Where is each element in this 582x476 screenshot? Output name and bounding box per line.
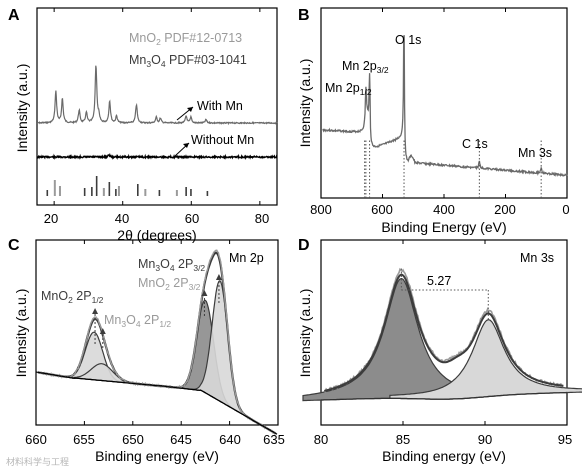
survey-spectrum-line (322, 35, 568, 178)
peak-arrow-head (92, 308, 99, 314)
mn3s-fit-envelope (324, 273, 564, 392)
panel-a: A 20 40 60 80 2θ (degrees) Intensity (a.… (8, 7, 278, 243)
panel-a-xlabel: 2θ (degrees) (117, 227, 196, 243)
panel-a-xtick-label: 60 (185, 211, 199, 226)
watermark: 材料科学与工程 (6, 458, 70, 468)
panel-b-frame (320, 7, 568, 199)
label-mn3o4-2p32: Mn3O4 2P3/2 (138, 257, 205, 273)
panel-d-letter: D (298, 237, 310, 254)
panel-a-xtick-label: 40 (115, 211, 129, 226)
panel-c-plot (35, 249, 278, 436)
xrd-with-mn-line (36, 65, 278, 126)
label-mn3s: Mn 3s (518, 146, 552, 160)
panel-b-xtick-label: 800 (310, 202, 332, 217)
arrowhead-without-mn (183, 143, 189, 148)
panel-d-ylabel: Intensity (a.u.) (297, 289, 313, 378)
panel-c-xtick-label: 650 (122, 432, 144, 447)
label-with-mn: With Mn (197, 99, 243, 113)
mn3s-baseline (321, 391, 568, 401)
panel-c-title: Mn 2p (229, 251, 264, 265)
label-mn3o4-2p12: Mn3O4 2P1/2 (104, 313, 171, 329)
panel-b-xlabel: Binding Energy (eV) (381, 219, 506, 235)
panel-b: B 800 600 400 200 0 Binding Energy (eV) … (297, 7, 570, 235)
label-o1s: O 1s (395, 33, 421, 47)
panel-d-xtick-label: 80 (314, 432, 328, 447)
panel-a-plot (36, 65, 278, 196)
panel-d: D 80 85 90 95 Binding energy (eV) Intens… (297, 237, 582, 464)
panel-a-xtick-label: 80 (255, 211, 269, 226)
panel-b-xticks (320, 8, 568, 198)
label-c1s: C 1s (462, 137, 488, 151)
panel-c: C 660 655 650 645 640 635 Binding energy… (8, 237, 285, 464)
peak-arrow-head (99, 328, 106, 334)
panel-a-xtick-label: 20 (44, 211, 58, 226)
mn2p-baseline (35, 371, 278, 435)
peak-arrow-head (215, 274, 222, 280)
panel-b-letter: B (298, 7, 310, 24)
panel-b-plot (322, 35, 568, 198)
arrowhead-with-mn (187, 107, 193, 112)
panel-c-frame (35, 239, 279, 426)
panel-d-xticks (320, 240, 568, 425)
label-mno2-2p12: MnO2 2P1/2 (41, 289, 104, 305)
peak-arrow-head (201, 290, 208, 296)
panel-c-xticks (35, 240, 279, 425)
panel-a-frame (36, 7, 278, 206)
panel-c-xtick-label: 640 (219, 432, 241, 447)
panel-a-ylabel: Intensity (a.u.) (14, 64, 30, 153)
panel-c-xtick-label: 660 (25, 432, 47, 447)
label-mn-2p32: Mn 2p3/2 (342, 59, 389, 75)
panel-c-xlabel: Binding energy (eV) (95, 448, 219, 464)
panel-d-title: Mn 3s (520, 251, 554, 265)
panel-d-frame (320, 239, 568, 426)
panel-d-xtick-label: 85 (396, 432, 410, 447)
panel-c-xtick-label: 655 (73, 432, 95, 447)
label-without-mn: Without Mn (191, 133, 254, 147)
panel-b-xtick-label: 200 (494, 202, 516, 217)
panel-d-plot (302, 267, 582, 402)
label-mno2-2p32: MnO2 2P3/2 (138, 276, 201, 292)
legend-mn3o4: Mn3O4 PDF#03-1041 (129, 53, 247, 69)
xrd-without-mn-line (36, 152, 278, 161)
panel-c-letter: C (8, 237, 20, 254)
panel-b-ylabel: Intensity (a.u.) (297, 59, 313, 148)
panel-b-xtick-label: 400 (433, 202, 455, 217)
panel-d-xtick-label: 95 (558, 432, 572, 447)
panel-a-xticks (53, 8, 261, 205)
panel-b-xtick-label: 0 (562, 202, 569, 217)
panel-c-xtick-label: 635 (263, 432, 285, 447)
panel-c-xtick-label: 645 (170, 432, 192, 447)
panel-d-xtick-label: 90 (478, 432, 492, 447)
panel-a-letter: A (8, 7, 20, 24)
peak-separation-label: 5.27 (427, 274, 451, 288)
mn2p-fit-component (181, 280, 259, 425)
panel-c-ylabel: Intensity (a.u.) (13, 289, 29, 378)
legend-mno2: MnO2 PDF#12-0713 (129, 31, 242, 47)
panel-d-xlabel: Binding energy (eV) (382, 448, 506, 464)
panel-b-xtick-label: 600 (371, 202, 393, 217)
label-mn-2p12: Mn 2p1/2 (325, 81, 372, 97)
